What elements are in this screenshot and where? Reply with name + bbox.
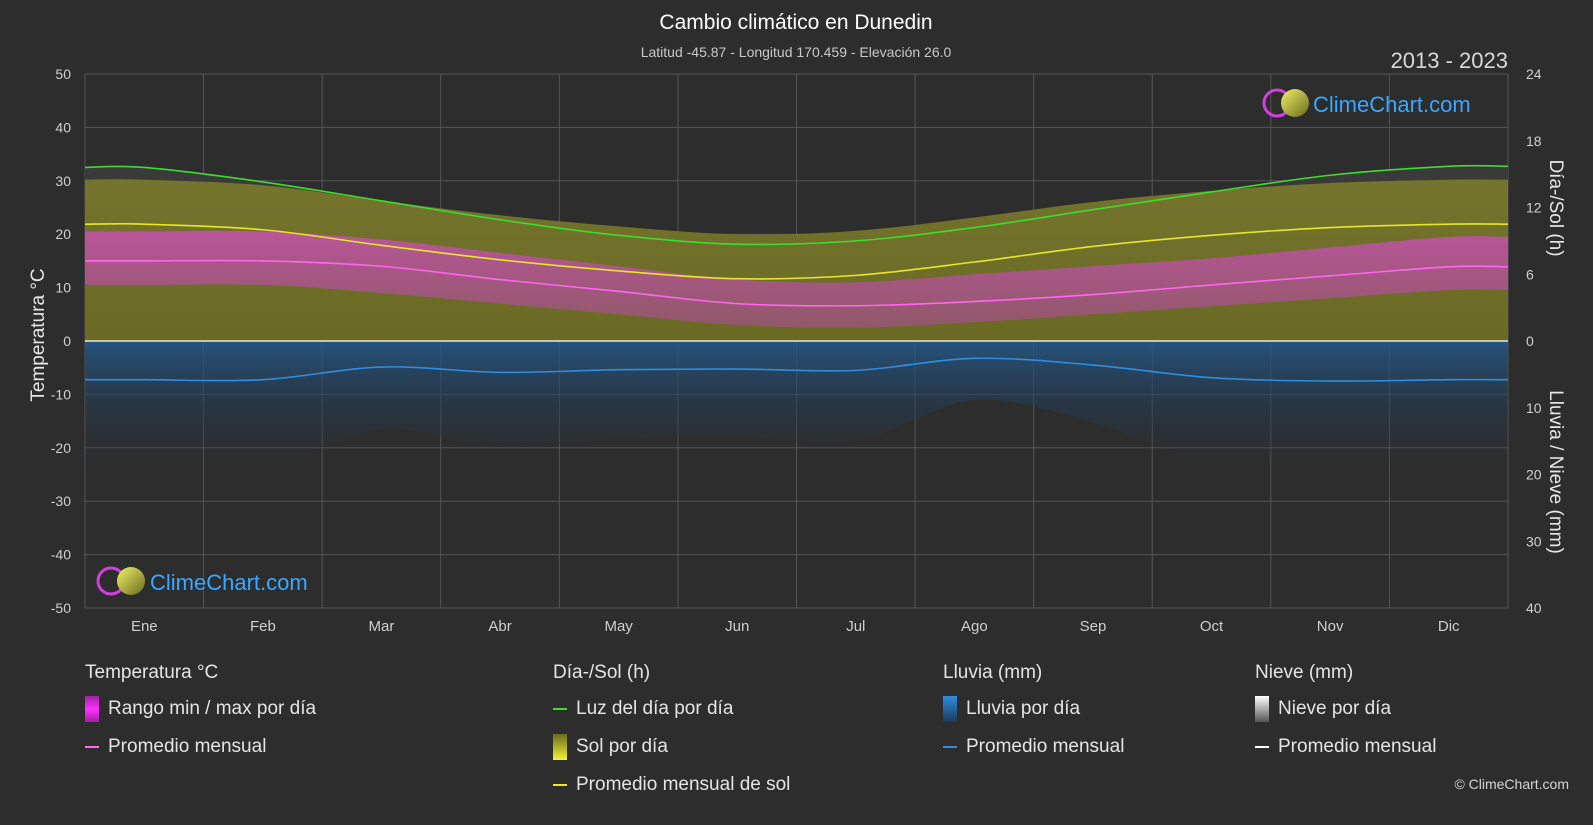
- month-label: Dic: [1438, 618, 1460, 635]
- left-tick-label: -40: [51, 547, 71, 563]
- sun-avg-line: [84, 222, 1509, 280]
- legend-sun-title: Día-/Sol (h): [553, 662, 651, 683]
- month-label: Nov: [1317, 618, 1344, 635]
- logo-bottom: ClimeChart.com: [96, 566, 308, 596]
- legend-sunavg-label: Promedio mensual de sol: [576, 774, 791, 795]
- logo-text-bottom: ClimeChart.com: [150, 570, 308, 595]
- sun-day-swatch: [553, 734, 567, 760]
- left-tick-label: 0: [63, 333, 71, 349]
- legend-snow: Nieve (mm) Nieve por día Promedio mensua…: [1255, 662, 1436, 772]
- month-label: May: [604, 618, 633, 635]
- snow-avg-line-swatch: [1255, 746, 1269, 748]
- legend-temp-range-label: Rango min / max por día: [108, 698, 317, 719]
- left-tick-label: -20: [51, 440, 71, 456]
- temp-range-swatch: [85, 696, 99, 722]
- temp-avg-line-swatch: [85, 746, 99, 748]
- logo-sun-icon: [1281, 89, 1309, 117]
- right-axis-label-rain: Lluvia / Nieve (mm): [1545, 390, 1566, 554]
- legend-snow-avg-label: Promedio mensual: [1278, 736, 1437, 757]
- month-label: Ene: [131, 618, 158, 635]
- left-tick-label: 50: [55, 66, 71, 82]
- legend-temperature: Temperatura °C Rango min / max por día P…: [85, 662, 316, 772]
- copyright: © ClimeChart.com: [1454, 776, 1569, 792]
- chart-lines: [84, 164, 1509, 382]
- month-label: Abr: [488, 618, 511, 635]
- right-sun-tick-label: 18: [1526, 133, 1542, 149]
- left-tick-label: -30: [51, 493, 71, 509]
- right-axis-label-sun: Día-/Sol (h): [1545, 159, 1566, 256]
- legend-snow-title: Nieve (mm): [1255, 662, 1354, 683]
- legend-sunday-label: Sol por día: [576, 736, 668, 757]
- chart-subtitle: Latitud -45.87 - Longitud 170.459 - Elev…: [641, 44, 952, 60]
- legend-temp-avg: Promedio mensual: [85, 734, 316, 760]
- year-range: 2013 - 2023: [1391, 48, 1508, 73]
- right-sun-tick-label: 12: [1526, 200, 1542, 216]
- rain-area: [85, 341, 1508, 478]
- daylight-line-swatch: [553, 708, 567, 710]
- month-label: Jun: [725, 618, 749, 635]
- legend-temp-range: Rango min / max por día: [85, 696, 316, 722]
- right-rain-tick-label: 10: [1526, 400, 1542, 416]
- temp-avg-line: [84, 259, 1509, 307]
- left-tick-label: -50: [51, 600, 71, 616]
- snow-day-swatch: [1255, 696, 1269, 722]
- axis-ticks: 50 40 30 20 10 0 -10 -20 -30 -40 -50 24 18 12 6 0 10 20 30…: [51, 66, 1542, 635]
- legend-snow-day: Nieve por día: [1255, 696, 1436, 722]
- climate-chart: Cambio climático en Dunedin Latitud -45.…: [28, 11, 1566, 635]
- month-label: Jul: [846, 618, 865, 635]
- left-tick-label: 30: [55, 173, 71, 189]
- left-tick-label: -10: [51, 386, 71, 402]
- left-tick-label: 40: [55, 119, 71, 135]
- legend-rain-day-label: Lluvia por día: [966, 698, 1081, 719]
- legend-daylight-label: Luz del día por día: [576, 698, 734, 719]
- month-label: Sep: [1080, 618, 1107, 635]
- legend-sunday: Sol por día: [553, 734, 790, 760]
- right-sun-tick-label: 24: [1526, 66, 1542, 82]
- legend-sun: Día-/Sol (h) Luz del día por día Sol por…: [553, 662, 790, 810]
- right-rain-tick-label: 40: [1526, 600, 1542, 616]
- sun-avg-line-swatch: [553, 784, 567, 786]
- right-sun-tick-label: 0: [1526, 333, 1534, 349]
- logo-sun-icon: [117, 567, 145, 595]
- right-rain-tick-label: 20: [1526, 467, 1542, 483]
- right-rain-tick-label: 30: [1526, 533, 1542, 549]
- legend-rain-avg: Promedio mensual: [943, 734, 1124, 760]
- left-tick-label: 10: [55, 280, 71, 296]
- month-label: Ago: [961, 618, 988, 635]
- rain-day-swatch: [943, 696, 957, 722]
- left-axis-label: Temperatura °C: [28, 268, 49, 401]
- daylight-line: [84, 164, 1509, 246]
- legend-rain-title: Lluvia (mm): [943, 662, 1043, 683]
- temp-range-area: [85, 230, 1508, 328]
- logo-text-top: ClimeChart.com: [1313, 92, 1471, 117]
- rain-avg-line-swatch: [943, 746, 957, 748]
- legend-temp-avg-label: Promedio mensual: [108, 736, 267, 757]
- legend-rain: Lluvia (mm) Lluvia por día Promedio mens…: [943, 662, 1124, 772]
- logo-top: ClimeChart.com: [1262, 88, 1471, 118]
- legend-rain-avg-label: Promedio mensual: [966, 736, 1125, 757]
- month-label: Oct: [1200, 618, 1224, 635]
- legend-snow-avg: Promedio mensual: [1255, 734, 1436, 760]
- right-sun-tick-label: 6: [1526, 266, 1534, 282]
- left-tick-label: 20: [55, 226, 71, 242]
- month-label: Mar: [369, 618, 395, 635]
- legend-rain-day: Lluvia por día: [943, 696, 1124, 722]
- month-label: Feb: [250, 618, 276, 635]
- legend-snow-day-label: Nieve por día: [1278, 698, 1392, 719]
- legend-temp-title: Temperatura °C: [85, 662, 219, 683]
- legend-daylight: Luz del día por día: [553, 696, 790, 722]
- legend-sunavg: Promedio mensual de sol: [553, 772, 790, 798]
- chart-title: Cambio climático en Dunedin: [659, 11, 932, 34]
- chart-areas: [85, 165, 1508, 478]
- rain-avg-line: [85, 357, 1509, 382]
